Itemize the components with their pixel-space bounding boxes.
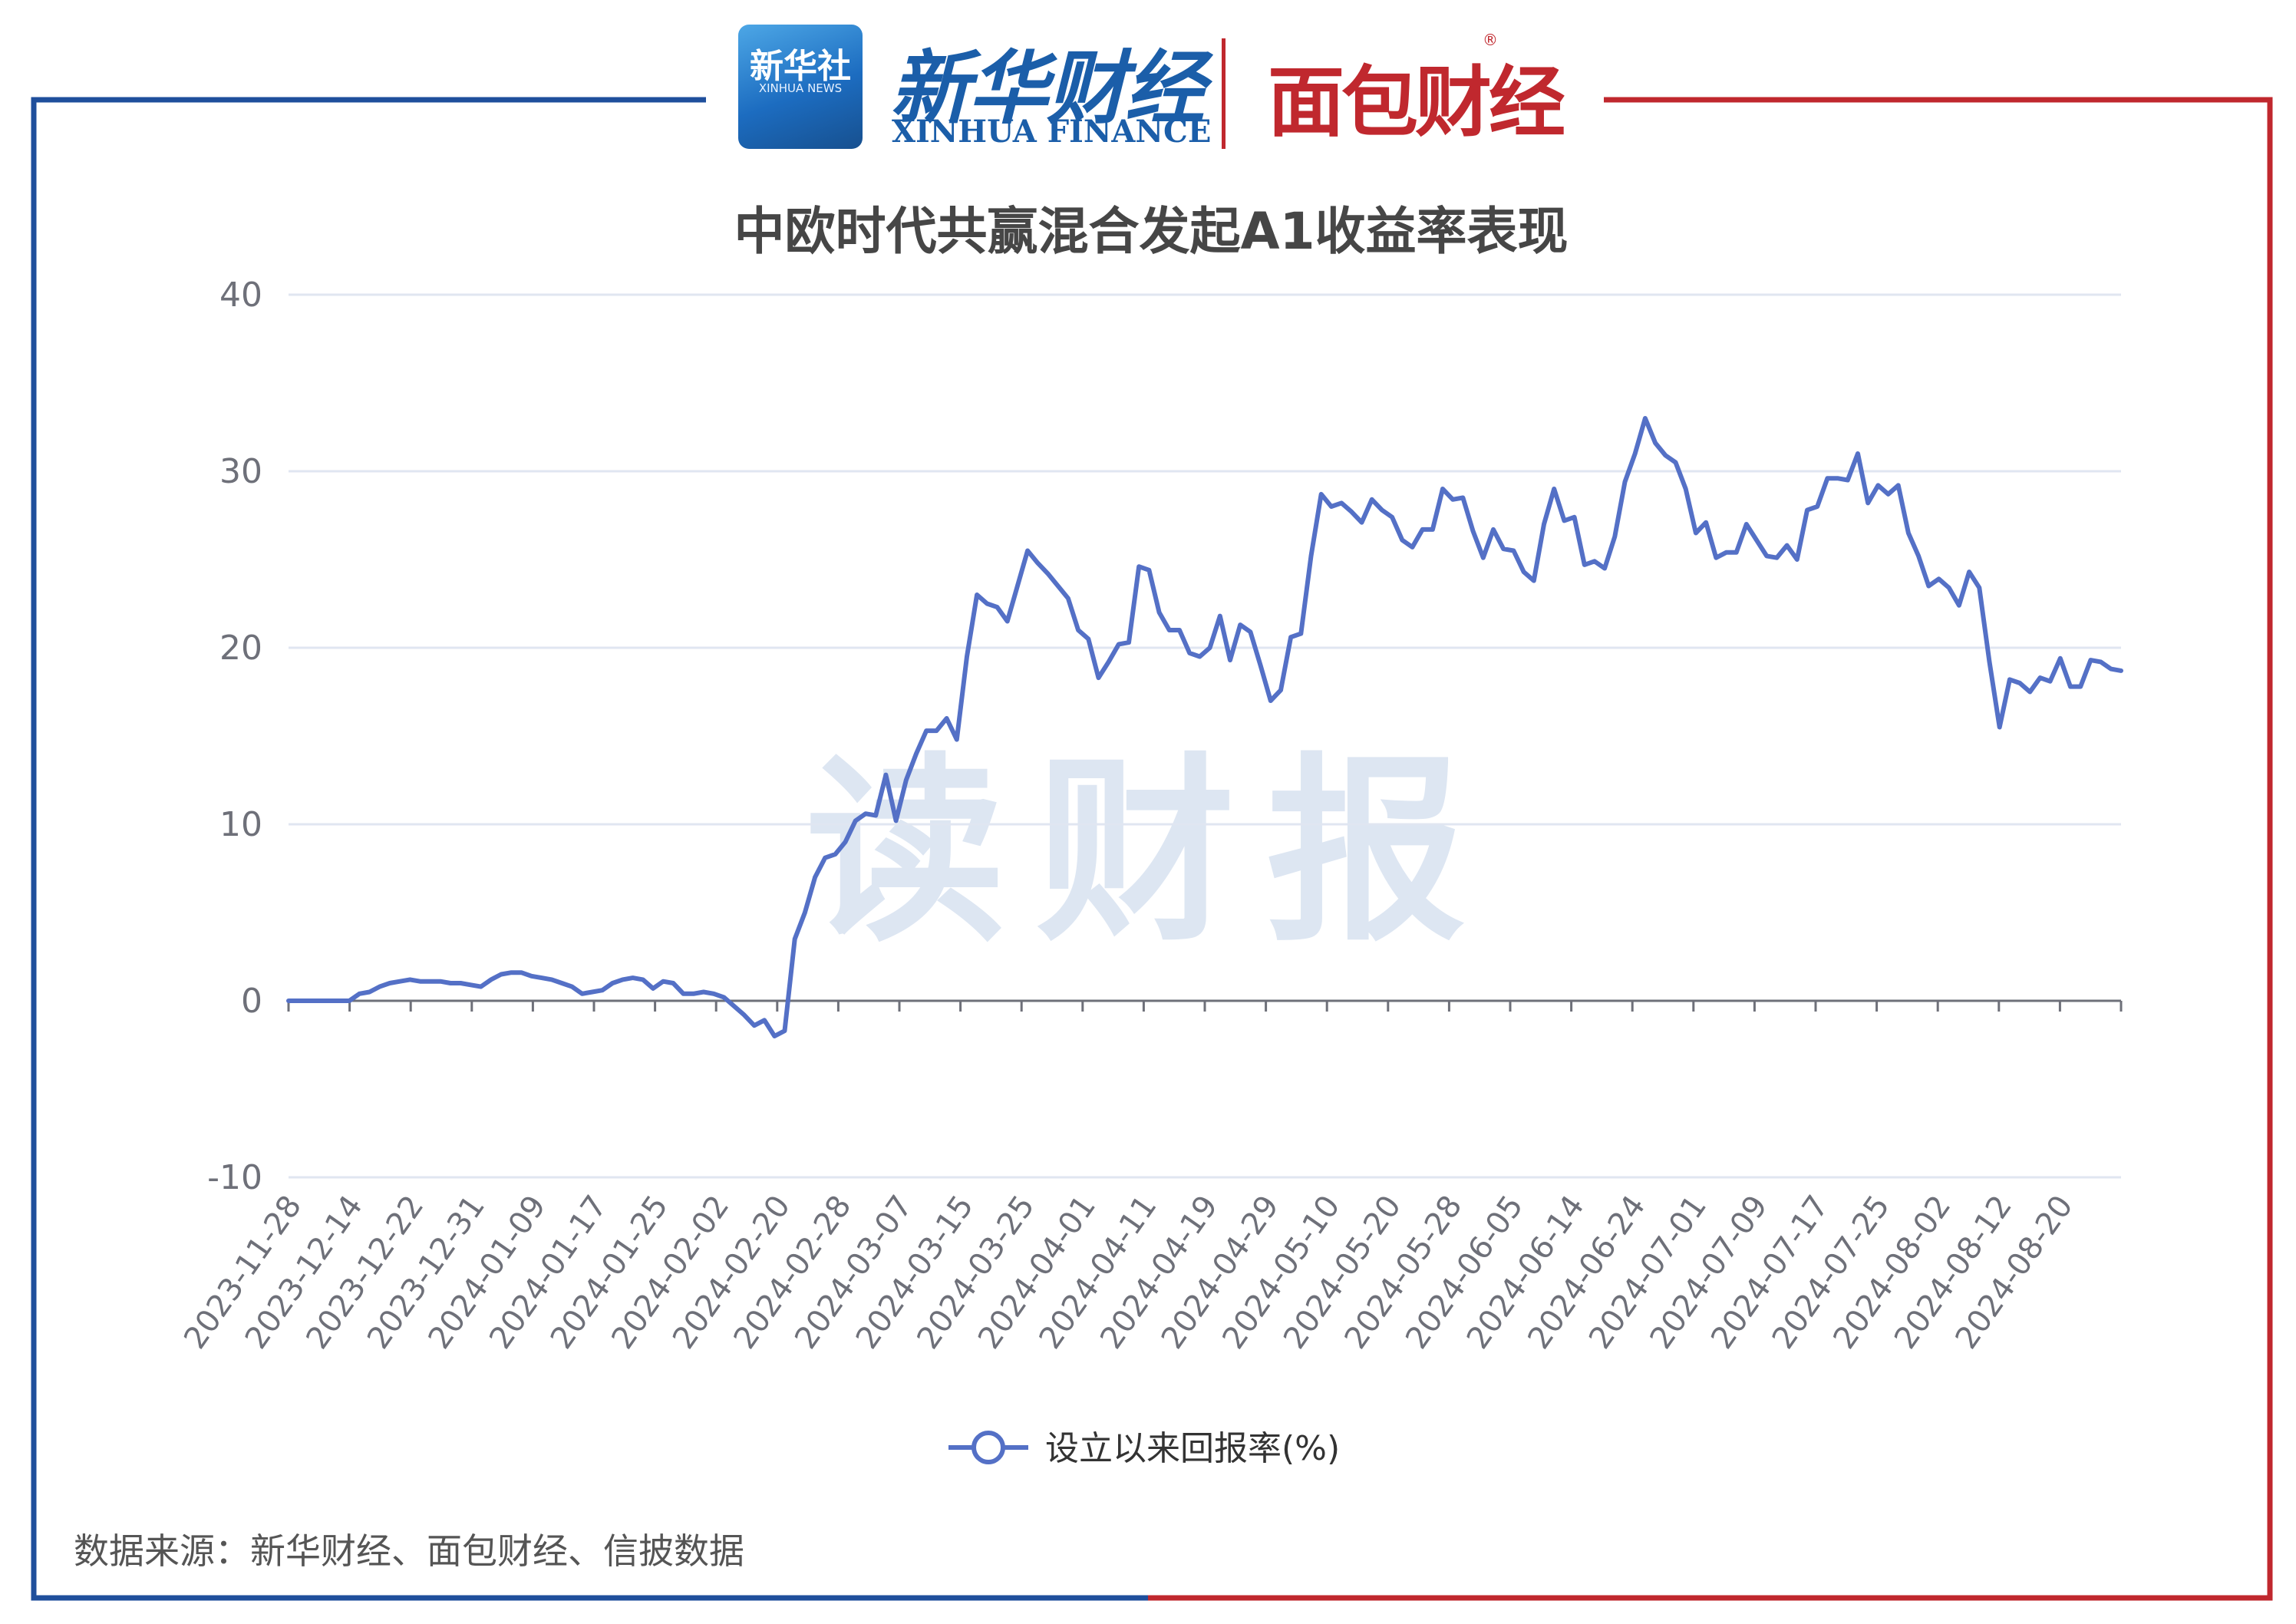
frame-left-border bbox=[31, 97, 1148, 1601]
y-tick-label: 0 bbox=[241, 982, 262, 1021]
logo-divider bbox=[1222, 38, 1226, 149]
source-note: 数据来源：新华财经、面包财经、信披数据 bbox=[74, 1530, 744, 1572]
legend-label: 设立以来回报率(%) bbox=[1045, 1429, 1340, 1468]
y-tick-label: 10 bbox=[219, 805, 262, 844]
y-tick-label: -10 bbox=[207, 1158, 262, 1197]
xinhua-finance-logo-cn: 新华财经 bbox=[890, 41, 1205, 135]
xinhua-finance-logo-en: XINHUA FINANCE bbox=[892, 114, 1212, 150]
mianbao-finance-logo: 面包财经 bbox=[1268, 58, 1565, 147]
y-tick-label: 40 bbox=[219, 276, 262, 315]
logo-badge-subtext: XINHUA NEWS bbox=[758, 81, 843, 95]
frame-right-border bbox=[1148, 97, 2273, 1601]
xinhua-news-logo: 新华社 XINHUA NEWS bbox=[738, 25, 863, 149]
y-tick-label: 20 bbox=[219, 629, 262, 668]
legend-marker bbox=[972, 1431, 1005, 1464]
watermark-text: 读财报 bbox=[806, 737, 1496, 969]
registered-mark: ® bbox=[1483, 31, 1498, 49]
y-tick-label: 30 bbox=[219, 452, 262, 491]
chart-title: 中欧时代共赢混合发起A1收益率表现 bbox=[734, 202, 1568, 261]
logo-badge-text: 新华社 bbox=[750, 47, 851, 86]
series-line bbox=[286, 416, 2123, 1038]
